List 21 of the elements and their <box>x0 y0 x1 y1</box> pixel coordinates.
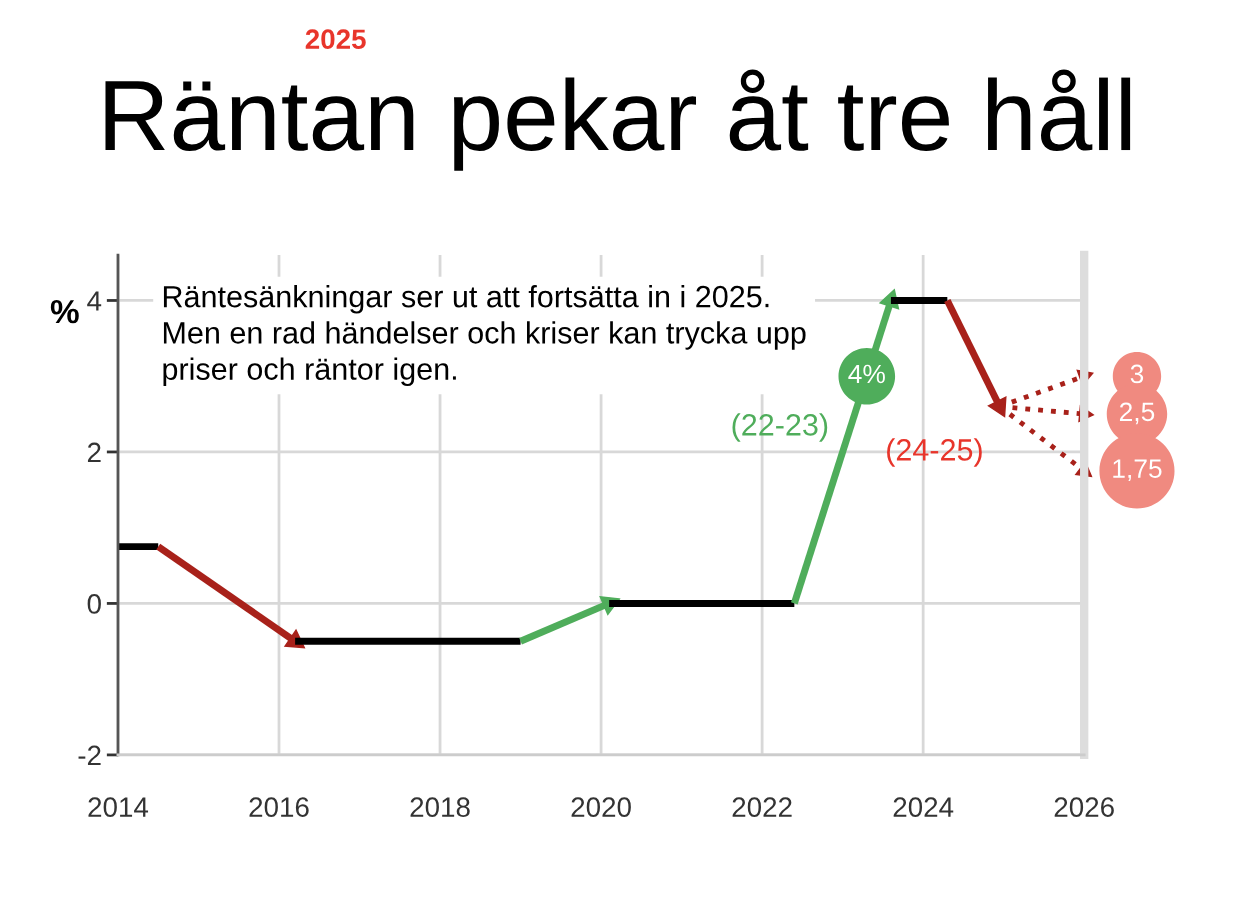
x-tick-label: 2024 <box>893 797 954 817</box>
data-label: 2,5 <box>1119 402 1155 425</box>
annotation: Räntesänkningar ser ut att fortsätta in i 2025. Men en rad händelser och kriser kan trycka upp priser och räntor igen. <box>163 285 806 386</box>
x-tick-label: 2022 <box>732 797 792 817</box>
x-tick-label: 2014 <box>88 797 149 817</box>
data-label: 1,75 <box>1113 459 1162 482</box>
x-tick-label: 2020 <box>571 797 631 817</box>
x-tick-label: 2016 <box>249 797 309 817</box>
y-tick-label: -2 <box>78 745 101 765</box>
y-tick-label: 2 <box>87 442 101 463</box>
y-tick-label: 4 <box>87 291 102 311</box>
chart-subtitle: 2025 <box>305 29 366 50</box>
annotation: (24-25) <box>887 438 982 467</box>
x-tick-label: 2018 <box>410 797 470 817</box>
data-label: 4% <box>848 364 885 384</box>
annotation: (22-23) <box>732 413 828 442</box>
data-label: 3 <box>1130 364 1144 384</box>
y-tick-label: 0 <box>87 594 101 614</box>
chart-title: Räntan pekar åt tre håll <box>105 69 1131 171</box>
y-axis-title: % <box>50 299 79 324</box>
x-tick-label: 2026 <box>1054 797 1114 817</box>
